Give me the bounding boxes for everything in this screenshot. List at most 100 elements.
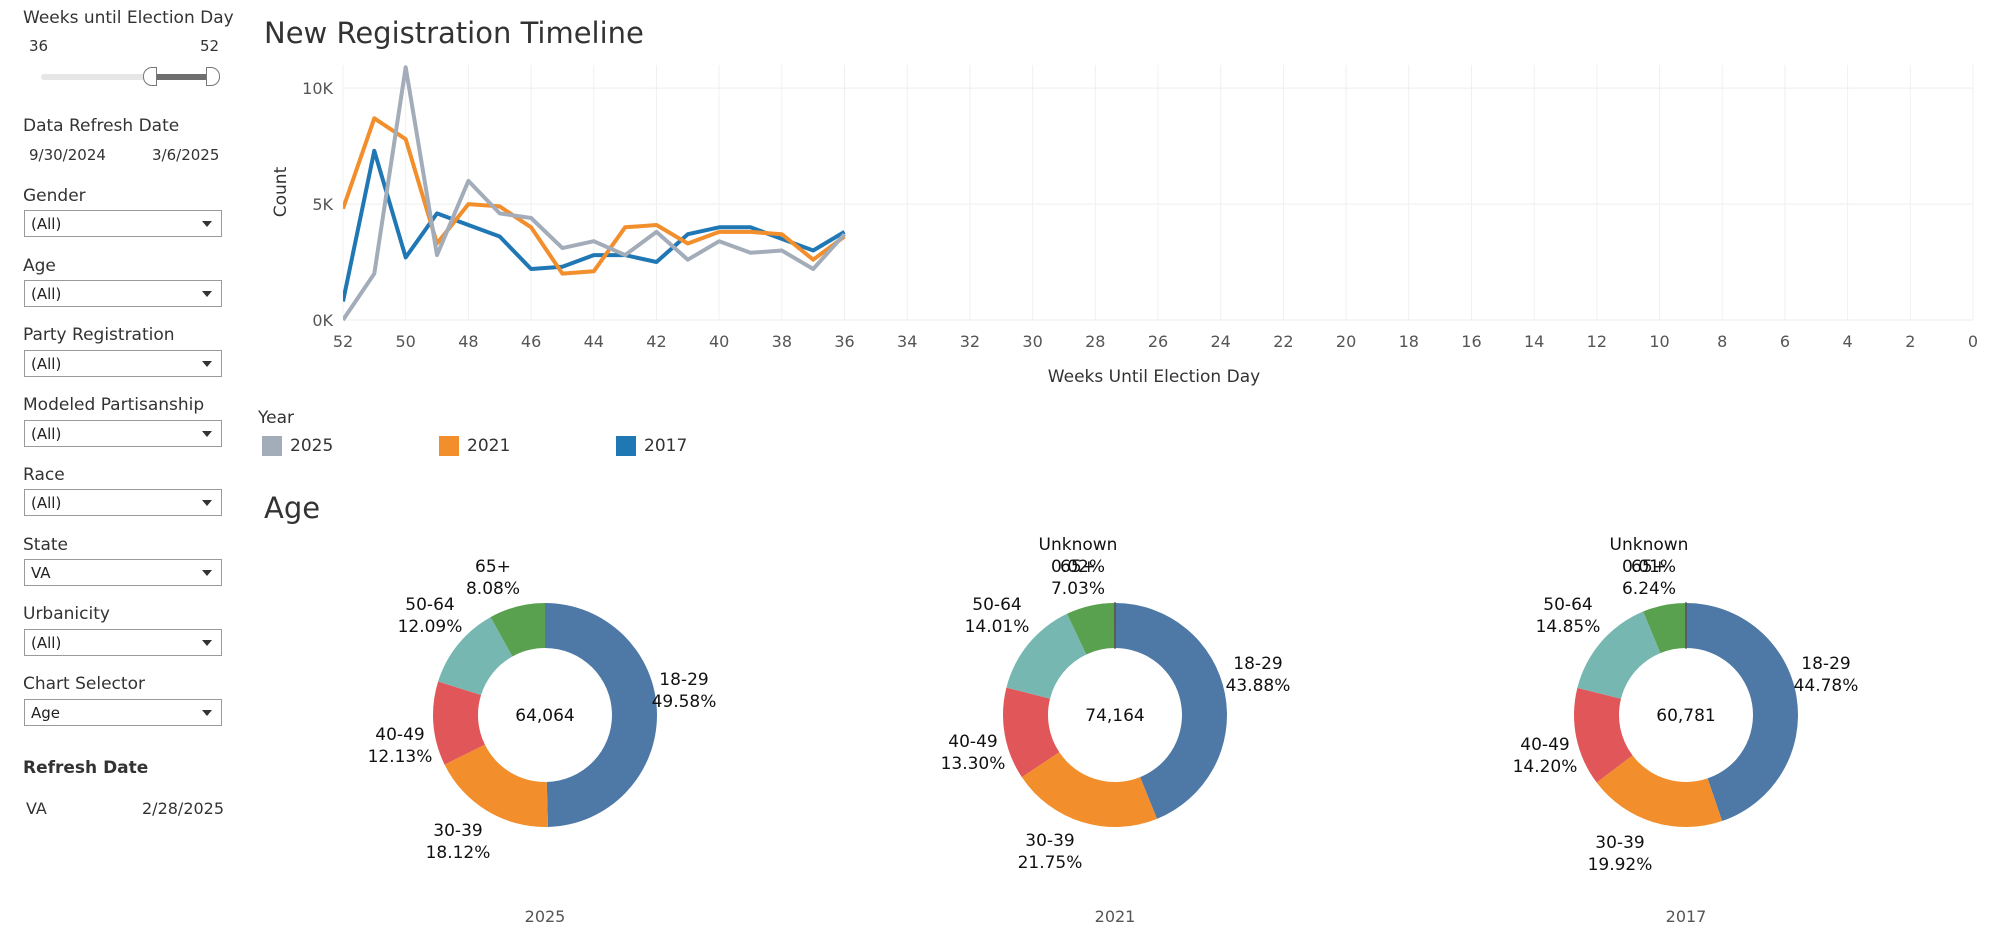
refresh-state-name: VA [26, 799, 47, 818]
slice-category-label: 30-39 [1595, 833, 1644, 853]
x-tick-label: 38 [772, 332, 792, 351]
x-tick-label: 0 [1968, 332, 1978, 351]
gender-dropdown[interactable]: (All) [24, 210, 222, 237]
weeks-min-value: 36 [29, 37, 49, 55]
slice-percent-label: 0.02% [1051, 557, 1105, 577]
slice-category-label: 40-49 [375, 725, 424, 745]
y-tick-label: 10K [302, 79, 333, 98]
weeks-slider-range [150, 74, 214, 80]
weeks-slider-min-handle[interactable] [143, 67, 157, 86]
chevron-down-icon [202, 221, 212, 227]
x-tick-label: 44 [584, 332, 604, 351]
slice-category-label: 30-39 [1025, 831, 1074, 851]
state-dropdown[interactable]: VA [24, 559, 222, 586]
party-dropdown[interactable]: (All) [24, 350, 222, 377]
slice-percent-label: 8.08% [466, 579, 520, 599]
chart-selector-value: Age [31, 704, 61, 722]
donut-slice-40-49[interactable] [1574, 687, 1633, 783]
donut-slice-30-39[interactable] [1596, 755, 1723, 827]
donut-total: 60,781 [1656, 706, 1715, 726]
refresh-start-date[interactable]: 9/30/2024 [29, 146, 106, 164]
donut-slice-65+[interactable] [1643, 603, 1686, 654]
x-tick-label: 14 [1524, 332, 1544, 351]
age-dropdown[interactable]: (All) [24, 280, 222, 307]
chevron-down-icon [202, 710, 212, 716]
slice-percent-label: 14.85% [1536, 617, 1601, 637]
slice-category-label: 40-49 [948, 732, 997, 752]
donut-slice-65+[interactable] [490, 603, 545, 657]
chevron-down-icon [202, 291, 212, 297]
slice-percent-label: 49.58% [652, 692, 717, 712]
legend-swatch [439, 436, 459, 456]
donut-slice-50-64[interactable] [438, 617, 513, 695]
chevron-down-icon [202, 570, 212, 576]
x-tick-label: 46 [521, 332, 541, 351]
refresh-date-heading: Refresh Date [23, 758, 149, 778]
slice-percent-label: 19.92% [1588, 855, 1653, 875]
x-tick-label: 30 [1022, 332, 1042, 351]
donut-year-label: 2017 [1666, 907, 1707, 926]
slice-percent-label: 43.88% [1226, 676, 1291, 696]
x-tick-label: 20 [1336, 332, 1356, 351]
legend-item-2025[interactable]: 2025 [262, 436, 333, 456]
x-tick-label: 50 [396, 332, 416, 351]
refresh-date-filter-label: Data Refresh Date [23, 116, 180, 136]
donut-slice-40-49[interactable] [1002, 687, 1060, 778]
x-tick-label: 40 [709, 332, 729, 351]
donut-slice-18-29[interactable] [545, 603, 657, 827]
weeks-max-value: 52 [200, 37, 220, 55]
donut-slice-18-29[interactable] [1115, 603, 1228, 819]
donut-slice-65+[interactable] [1066, 603, 1115, 655]
donut-slice-50-64[interactable] [1006, 613, 1087, 699]
donut-slice-18-29[interactable] [1686, 603, 1798, 822]
donut-slice-30-39[interactable] [444, 744, 548, 827]
series-line-2021[interactable] [343, 116, 846, 276]
partisanship-filter-label: Modeled Partisanship [23, 395, 205, 415]
legend-label: 2025 [290, 436, 334, 456]
series-line-2025[interactable] [343, 65, 846, 322]
chevron-down-icon [202, 361, 212, 367]
urbanicity-dropdown-value: (All) [31, 634, 62, 652]
chevron-down-icon [202, 500, 212, 506]
refresh-end-date[interactable]: 3/6/2025 [152, 146, 220, 164]
legend-item-2021[interactable]: 2021 [439, 436, 510, 456]
slice-category-label: 50-64 [972, 595, 1021, 615]
slice-percent-label: 7.03% [1051, 579, 1105, 599]
slice-category-label: Unknown [1039, 535, 1118, 555]
timeline-title: New Registration Timeline [264, 16, 644, 50]
x-tick-label: 18 [1399, 332, 1419, 351]
weeks-slider-max-handle[interactable] [206, 67, 220, 86]
x-tick-label: 42 [646, 332, 666, 351]
donut-total: 64,064 [515, 706, 574, 726]
age-section-title: Age [264, 491, 321, 525]
slice-category-label: 18-29 [659, 670, 708, 690]
slice-percent-label: 44.78% [1794, 676, 1859, 696]
age-donut-charts[interactable]: 18-2949.58%30-3918.12%40-4912.13%50-6412… [0, 530, 2000, 930]
x-tick-label: 2 [1905, 332, 1915, 351]
urbanicity-dropdown[interactable]: (All) [24, 629, 222, 656]
donut-slice-30-39[interactable] [1021, 752, 1157, 828]
partisanship-dropdown[interactable]: (All) [24, 420, 222, 447]
donut-slice-40-49[interactable] [433, 681, 485, 765]
timeline-chart[interactable]: 52 50 48 46 44 42 40 38 36 34 32 30 28 26 24 22 20 18 16 14… [0, 0, 2000, 400]
donut-total: 74,164 [1085, 706, 1144, 726]
x-tick-label: 32 [960, 332, 980, 351]
refresh-state-date: 2/28/2025 [142, 799, 225, 818]
chart-selector-dropdown[interactable]: Age [24, 699, 222, 726]
donut-slice-50-64[interactable] [1577, 611, 1661, 699]
x-tick-label: 26 [1148, 332, 1168, 351]
state-dropdown-value: VA [31, 564, 51, 582]
donut-year-label: 2021 [1095, 907, 1136, 926]
weeks-slider-track[interactable] [41, 74, 216, 80]
legend-label: 2021 [467, 436, 511, 456]
legend-item-2017[interactable]: 2017 [616, 436, 687, 456]
slice-percent-label: 6.24% [1622, 579, 1676, 599]
x-tick-label: 28 [1085, 332, 1105, 351]
x-tick-label: 52 [333, 332, 353, 351]
slice-category-label: Unknown [1610, 535, 1689, 555]
x-tick-label: 10 [1649, 332, 1669, 351]
race-dropdown[interactable]: (All) [24, 489, 222, 516]
